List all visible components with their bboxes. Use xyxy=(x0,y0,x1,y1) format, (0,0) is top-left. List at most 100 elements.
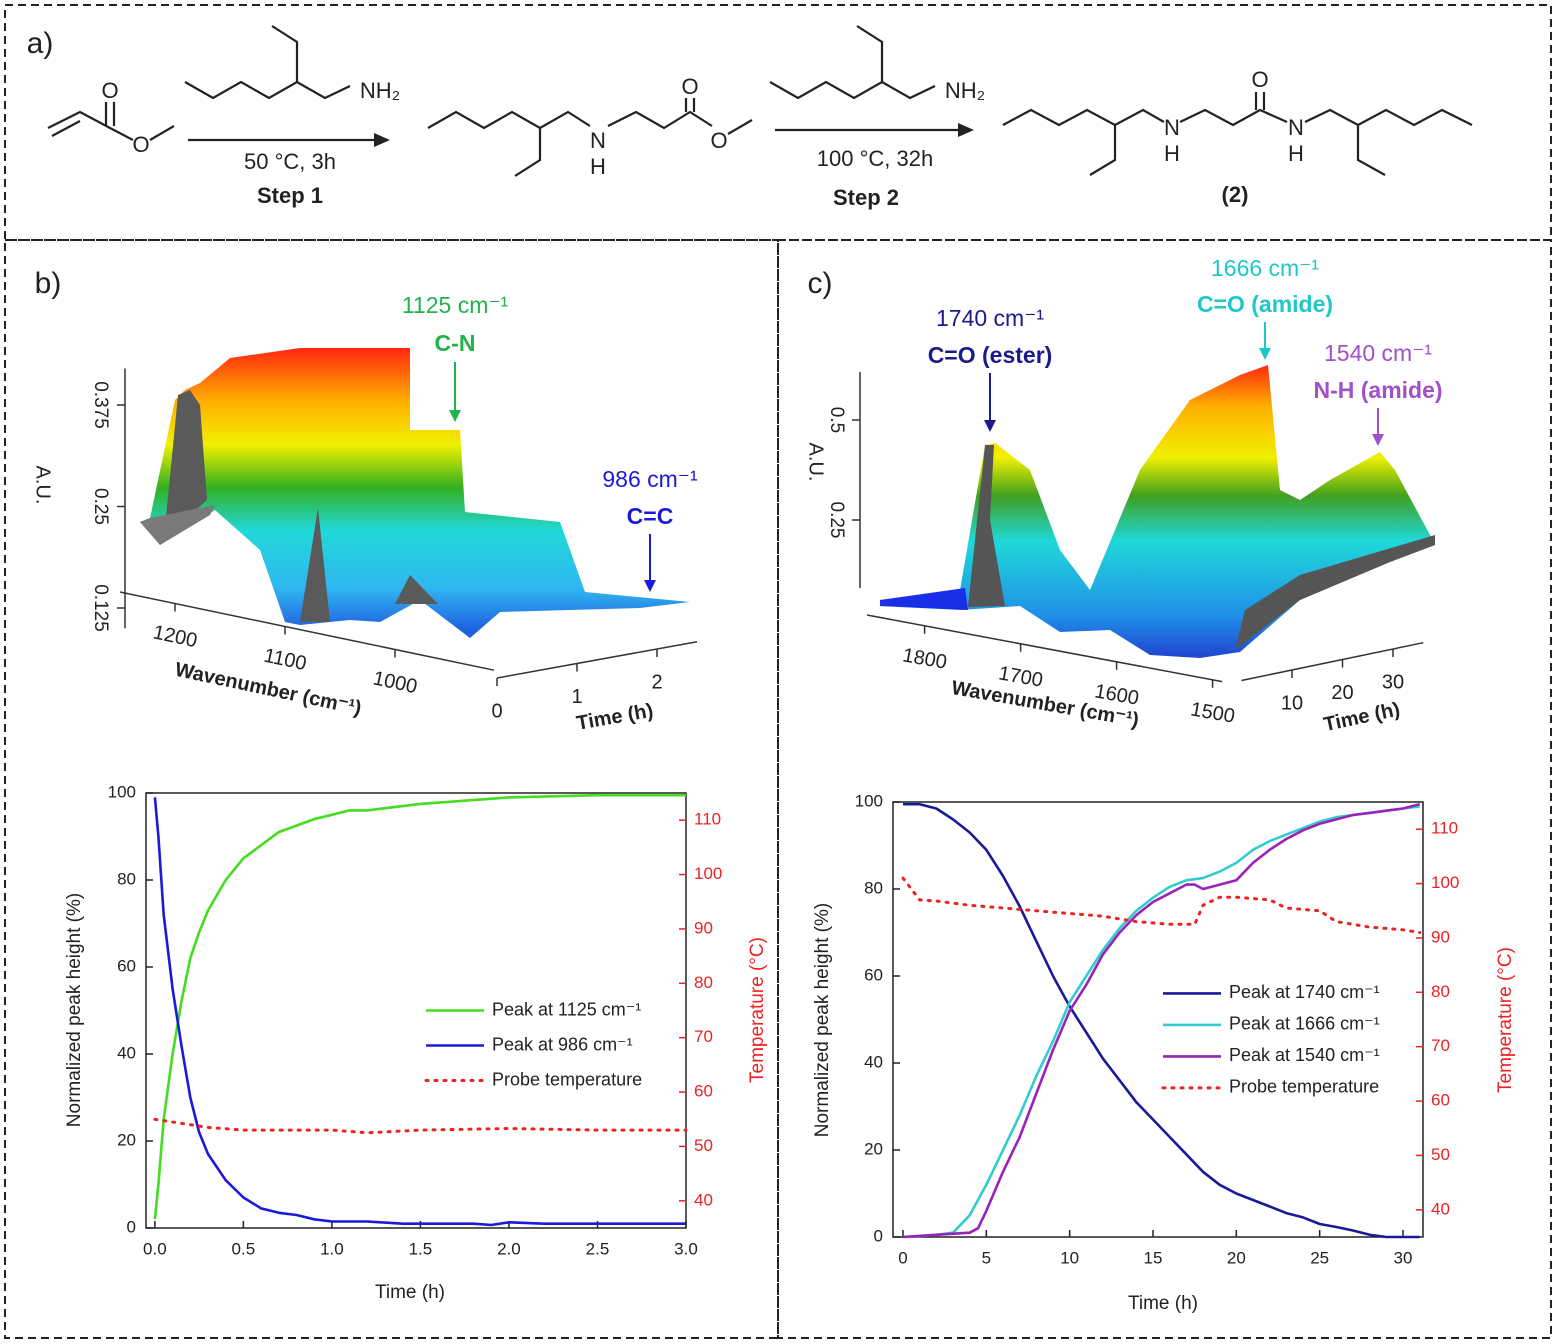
plot-frame xyxy=(145,792,687,1229)
annotation-arrow-head xyxy=(1259,348,1271,360)
x-tick-label: 1200 xyxy=(151,621,199,652)
x-tick-label: 1800 xyxy=(901,644,949,673)
atom: H xyxy=(1288,141,1304,166)
x-tick-label: 30 xyxy=(1394,1248,1413,1267)
annotation: 1125 cm⁻¹ xyxy=(402,292,509,318)
x-tick-label: 1000 xyxy=(371,667,419,698)
y-tick-label: 60 xyxy=(117,956,136,975)
surface-side xyxy=(968,445,1005,607)
annotation-label: C=O (ester) xyxy=(928,342,1053,368)
annotation: 1666 cm⁻¹ xyxy=(1211,255,1319,281)
x-tick-label: 10 xyxy=(1060,1248,1079,1267)
atom: N xyxy=(1164,115,1180,140)
surface-illustration xyxy=(880,365,1435,658)
y-tick-label: 80 xyxy=(117,869,136,888)
y-tick-label: 0 xyxy=(491,700,502,722)
step-label: Step 2 xyxy=(833,185,899,210)
surface-side xyxy=(300,508,330,622)
bond xyxy=(1179,108,1288,127)
bond xyxy=(271,25,299,82)
z-tick-label: 0.5 xyxy=(826,407,847,433)
y2-tick-label: 110 xyxy=(694,810,721,829)
y-tick-label: 40 xyxy=(864,1052,883,1071)
y-tick-label: 30 xyxy=(1382,671,1404,693)
legend-label: Peak at 1125 cm⁻¹ xyxy=(492,999,641,1019)
annotation: 1540 cm⁻¹ xyxy=(1324,340,1432,366)
reaction-scheme: a) O O NH₂ 50 °C, 3h Step 1 N H O O NH₂ … xyxy=(27,25,1473,210)
z-axis-title: A.U. xyxy=(32,466,54,505)
y2-tick-label: 70 xyxy=(1431,1036,1450,1055)
panel-border xyxy=(4,239,779,1339)
x-tick-label: 25 xyxy=(1310,1248,1329,1267)
panel-label: c) xyxy=(808,267,833,300)
atom: NH₂ xyxy=(360,78,400,103)
y-axis-title: Normalized peak height (%) xyxy=(64,893,85,1127)
z-axis-title: A.U. xyxy=(805,443,827,482)
surface-illustration xyxy=(140,348,690,638)
y-axis-title: Normalized peak height (%) xyxy=(812,903,833,1137)
y2-tick-label: 80 xyxy=(694,973,713,992)
y-tick-label: 60 xyxy=(864,965,883,984)
x-axis-title: Time (h) xyxy=(375,1282,445,1303)
series-line xyxy=(153,793,686,1220)
surface-side xyxy=(1235,535,1435,650)
condition: 50 °C, 3h xyxy=(244,149,336,174)
bond xyxy=(856,25,884,82)
y2-tick-label: 50 xyxy=(1431,1145,1450,1164)
series-line xyxy=(901,876,1422,934)
legend-label: Probe temperature xyxy=(1229,1077,1379,1097)
bond xyxy=(514,128,542,177)
series-line xyxy=(902,802,1421,1239)
bond xyxy=(149,125,175,141)
legend-label: Peak at 1540 cm⁻¹ xyxy=(1229,1045,1380,1065)
x-tick-label: 0.0 xyxy=(143,1239,167,1258)
bond xyxy=(427,110,591,130)
annotation-label: C=O (amide) xyxy=(1197,291,1333,317)
y2-tick-label: 40 xyxy=(694,1190,713,1209)
bond xyxy=(769,80,936,100)
y2-axis-title: Temperature (°C) xyxy=(1495,947,1516,1093)
y-tick-label: 0 xyxy=(874,1226,883,1245)
x-tick-label: 0.5 xyxy=(232,1239,256,1258)
atom: O xyxy=(681,74,698,99)
series-line xyxy=(153,1117,688,1135)
surface xyxy=(880,588,968,610)
annotation-arrow-head xyxy=(644,580,656,592)
bond xyxy=(184,80,351,100)
x-tick-label: 20 xyxy=(1227,1248,1246,1267)
legend-label: Peak at 1666 cm⁻¹ xyxy=(1229,1014,1380,1034)
bond xyxy=(727,119,753,135)
y2-tick-label: 100 xyxy=(1431,873,1459,892)
x-tick-label: 3.0 xyxy=(674,1239,698,1258)
annotation: 1740 cm⁻¹ xyxy=(936,305,1044,331)
y2-tick-label: 80 xyxy=(1431,982,1450,1001)
z-tick-label: 0.25 xyxy=(826,502,847,539)
arrow-head xyxy=(374,133,390,147)
x-axis-line xyxy=(866,614,1223,683)
y-tick-label: 100 xyxy=(108,782,136,801)
z-tick-label: 0.125 xyxy=(90,584,111,632)
x-tick-label: 15 xyxy=(1144,1248,1163,1267)
y2-tick-label: 100 xyxy=(694,864,722,883)
compound-label: (2) xyxy=(1222,182,1249,207)
x-tick-label: 2.5 xyxy=(586,1239,610,1258)
y-tick-label: 80 xyxy=(864,878,883,897)
y2-tick-label: 90 xyxy=(1431,927,1450,946)
surface-side xyxy=(165,390,207,528)
y-tick-label: 100 xyxy=(855,791,883,810)
surface-side xyxy=(140,505,215,545)
atom: NH₂ xyxy=(945,78,985,103)
arrow-head xyxy=(958,123,974,137)
legend-label: Peak at 986 cm⁻¹ xyxy=(492,1034,633,1054)
x-tick-label: 1.5 xyxy=(409,1239,433,1258)
surface xyxy=(140,348,690,638)
annotation: 986 cm⁻¹ xyxy=(602,466,698,492)
y-tick-label: 2 xyxy=(651,671,662,693)
annotation-label: C=C xyxy=(627,503,674,529)
plot-frame xyxy=(892,801,1424,1238)
y-tick-label: 20 xyxy=(1331,682,1353,704)
panel-label: b) xyxy=(35,267,62,300)
legend-label: Peak at 1740 cm⁻¹ xyxy=(1229,982,1380,1002)
x-axis-title: Wavenumber (cm⁻¹) xyxy=(173,659,363,720)
